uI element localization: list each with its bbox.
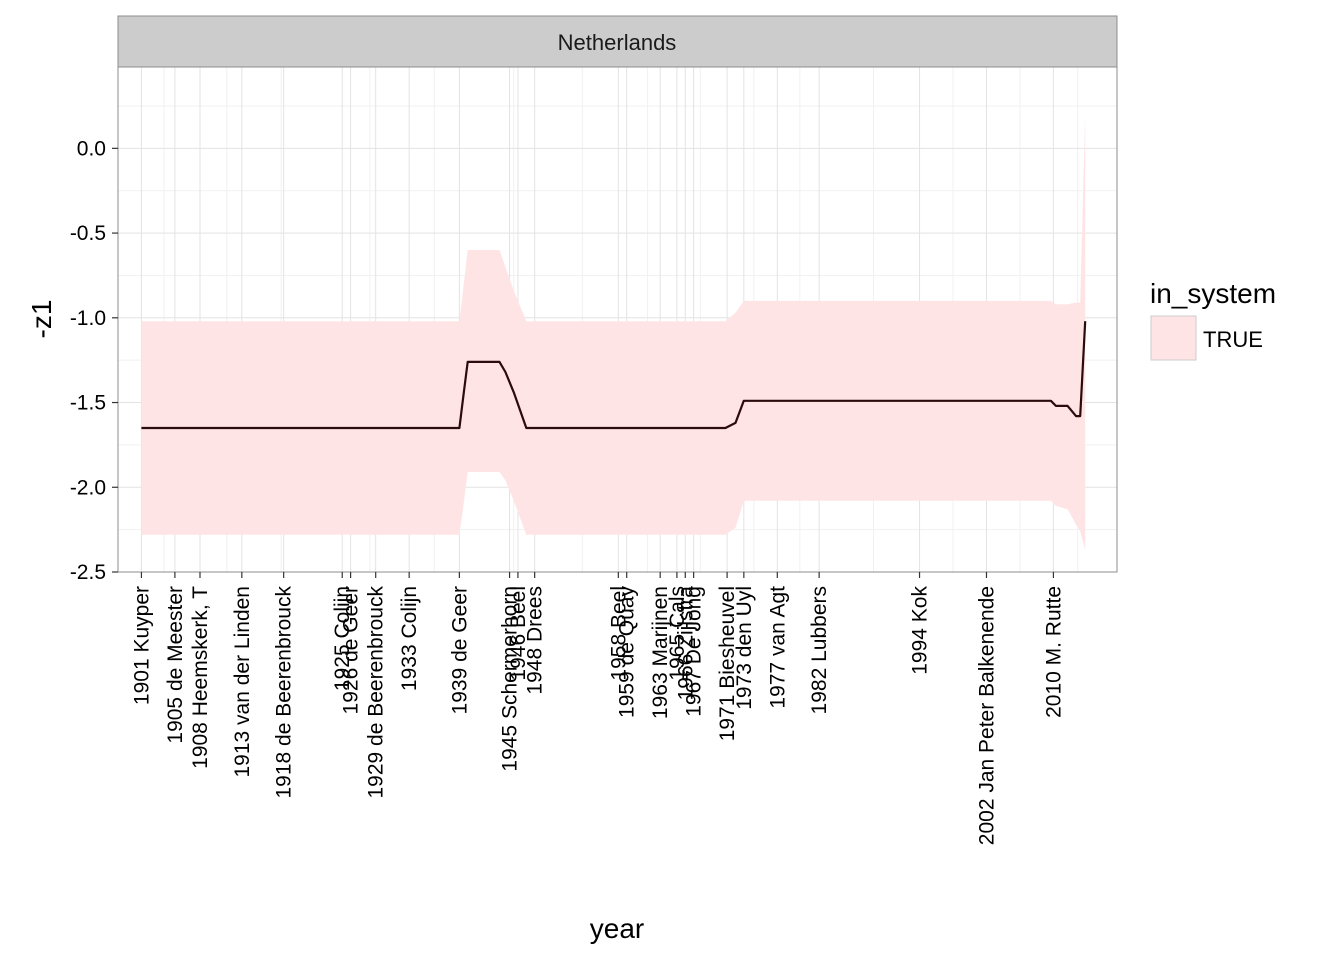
y-tick-label: -1.0 xyxy=(70,307,106,330)
facet-label: Netherlands xyxy=(558,30,677,55)
x-tick-label: 1994 Kok xyxy=(909,586,932,675)
x-tick-label: 1948 Drees xyxy=(524,586,547,695)
x-tick-label: 1933 Colijn xyxy=(398,586,421,691)
x-tick-label: 1908 Heemskerk, T xyxy=(189,586,212,769)
x-tick-label: 1925 Colijn xyxy=(331,586,354,691)
legend-title: in_system xyxy=(1150,278,1276,309)
x-tick-label: 1965 Cals xyxy=(666,586,689,681)
x-axis-title: year xyxy=(590,913,644,944)
x-tick-label: 1966 Zijlstra xyxy=(674,586,697,701)
y-tick-label: -2.5 xyxy=(70,561,106,584)
x-tick-label: 1963 Marijnen xyxy=(649,586,672,719)
x-tick-label: 2010 M. Rutte xyxy=(1042,586,1065,718)
x-tick-label: 2002 Jan Peter Balkenende xyxy=(976,586,999,845)
x-tick-label: 1982 Lubbers xyxy=(808,586,831,714)
panel-border xyxy=(117,66,1118,573)
x-tick-label: 1901 Kuyper xyxy=(130,586,153,705)
y-tick-label: -2.0 xyxy=(70,476,106,499)
y-axis-title: -z1 xyxy=(26,300,57,339)
x-tick-label: 1926 de Geer xyxy=(340,586,363,714)
x-tick-label: 1939 de Geer xyxy=(448,586,471,714)
x-tick-label: 1973 den Uyl xyxy=(733,586,756,710)
x-tick-label: 1967 De Jong xyxy=(683,586,706,717)
y-tick-label: 0.0 xyxy=(77,137,106,160)
legend: in_system TRUE xyxy=(1150,278,1276,361)
x-tick-label: 1946 Beel xyxy=(507,586,530,681)
x-tick-label: 1959 de Quay xyxy=(616,586,639,718)
x-axis: 1901 Kuyper 1905 de Meester 1908 Heemskerk… xyxy=(130,572,1065,845)
x-tick-label: 1929 de Beerenbrouck xyxy=(365,586,388,799)
x-tick-label: 1918 de Beerenbrouck xyxy=(273,586,296,799)
series-line xyxy=(141,321,1087,430)
y-tick-label: -1.5 xyxy=(70,392,106,415)
confidence-ribbons xyxy=(141,114,1086,551)
series-lines xyxy=(141,321,1087,430)
y-axis: 0.0 -0.5 -1.0 -1.5 -2.0 -2.5 xyxy=(70,137,118,584)
legend-label-true: TRUE xyxy=(1203,327,1263,352)
x-tick-label: 1971 Biesheuvel xyxy=(716,586,739,741)
legend-key-true xyxy=(1150,315,1197,361)
x-tick-label: 1905 de Meester xyxy=(164,586,187,744)
x-tick-label: 1945 Schermerhorn xyxy=(499,586,522,772)
x-tick-label: 1977 van Agt xyxy=(766,586,789,709)
y-tick-label: -0.5 xyxy=(70,222,106,245)
confidence-ribbon xyxy=(141,114,1086,551)
facet-strip xyxy=(117,15,1118,68)
x-tick-label: 1958 Beel xyxy=(607,586,630,681)
x-tick-label: 1913 van der Linden xyxy=(231,586,254,778)
